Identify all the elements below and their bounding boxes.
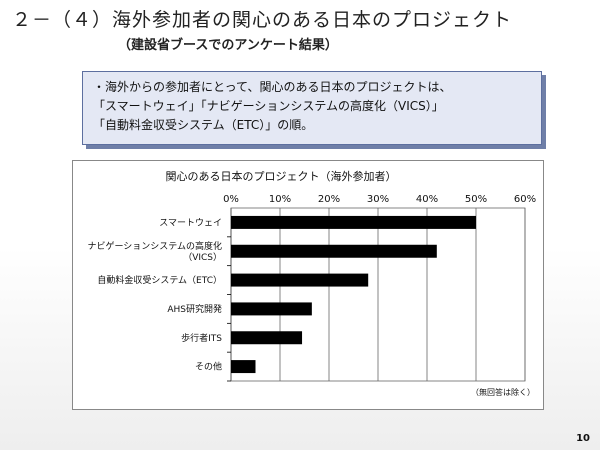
category-label: 自動料金収受システム（ETC） [97,274,222,286]
chart-note: （無回答は除く） [471,387,535,397]
x-tick-labels: 0% 10% 20% 30% 40% 50% 60% [223,194,536,205]
category-label: AHS研究開発 [167,303,222,315]
bar [231,244,437,258]
bars [231,215,476,374]
category-label: その他 [195,361,222,373]
slide-title: ２－（４）海外参加者の関心のある日本のプロジェクト [12,9,513,31]
category-label: （VICS） [183,252,222,263]
x-tick-label: 10% [269,194,291,205]
x-tick-label: 30% [367,194,389,205]
chart-container: 関心のある日本のプロジェクト（海外参加者） 0% 10% 20% 30% 40% 50% 6… [72,160,544,410]
summary-line-3: 「自動料金収受システム（ETC）」の順。 [93,118,314,132]
bar [231,273,369,287]
bar [231,360,256,374]
bar [231,331,303,345]
x-tick-label: 60% [514,194,536,205]
grid-lines [227,207,526,382]
category-label: スマートウェイ [159,217,222,228]
x-tick-label: 40% [416,194,438,205]
summary-box: ・海外からの参加者にとって、関心のある日本のプロジェクトは、 「スマートウェイ」… [82,71,542,145]
page-number: 10 [576,433,590,444]
x-tick-label: 0% [223,194,239,205]
slide-subtitle: （建設省ブースでのアンケート結果） [118,38,338,53]
bar-chart: 関心のある日本のプロジェクト（海外参加者） 0% 10% 20% 30% 40% 50% 6… [87,169,536,397]
summary-line-2: 「スマートウェイ」「ナビゲーションシステムの高度化（VICS）」 [93,99,444,113]
x-tick-label: 50% [465,194,487,205]
summary-line-1: ・海外からの参加者にとって、関心のある日本のプロジェクトは、 [93,80,452,94]
bar [231,302,312,316]
category-label: ナビゲーションシステムの高度化 [87,240,222,252]
chart-title: 関心のある日本のプロジェクト（海外参加者） [166,169,397,183]
category-label: 歩行者ITS [181,332,222,344]
x-tick-label: 20% [318,194,340,205]
bar [231,215,476,229]
